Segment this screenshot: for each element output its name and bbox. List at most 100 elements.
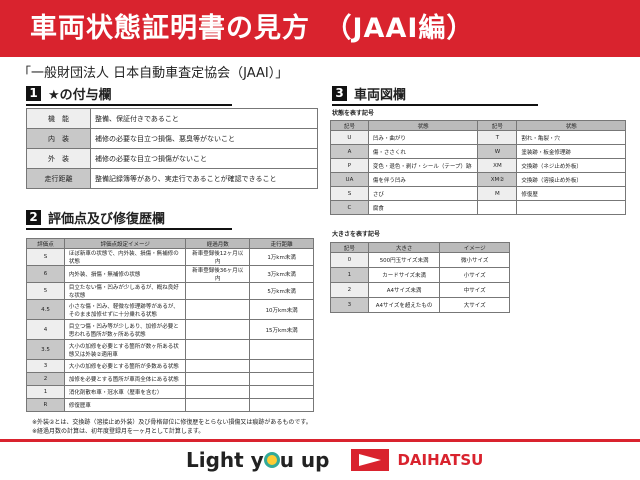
table-cell bbox=[185, 282, 251, 300]
table-cell: 中サイズ bbox=[439, 282, 510, 298]
column-header: 走行距離 bbox=[249, 238, 314, 249]
table-cell: カードサイズ未満 bbox=[367, 267, 441, 283]
table-cell: 微小サイズ bbox=[439, 252, 510, 268]
table-cell: A bbox=[330, 144, 369, 159]
section2-heading: 2 評価点及び修復歴欄 bbox=[26, 208, 232, 230]
table-cell: UA bbox=[330, 172, 369, 187]
state-table: 記号 状態 記号 状態 U 凹み・曲がり T 割れ・亀裂・穴 A 傷・ささくれ W 塗装跡・板金修理跡… bbox=[330, 120, 626, 215]
daihatsu-logo: DAIHATSU bbox=[351, 449, 483, 471]
footnotes: ※外装②とは、交換跡（溶接止め外装）及び骨格部位に修復歴をとらない損傷又は痕跡が… bbox=[32, 418, 312, 436]
table-cell: 補修の必要な目立つ損傷、悪臭等がないこと bbox=[90, 128, 318, 149]
table-row: 3 A4サイズを超えたもの 大サイズ bbox=[330, 297, 510, 313]
table-cell: 内 装 bbox=[26, 128, 91, 149]
table-cell: 整備、保証付きであること bbox=[90, 108, 318, 129]
grade-table: 評価点 評価点設定イメージ 経過月数 走行距離 S ほぼ新車の状態で、内外装、損傷・無補修… bbox=[26, 238, 314, 412]
table-cell: 新車登録後12ヶ月以内 bbox=[185, 248, 251, 266]
table-cell: 交換跡（ネジ止め外板） bbox=[516, 158, 626, 173]
section-title: 車両図欄 bbox=[354, 88, 407, 103]
table-row: 3 大小の加修を必要とする箇所が多数ある状態 bbox=[26, 359, 314, 373]
size-caption: 大きさを表す記号 bbox=[332, 231, 381, 238]
table-cell: 小サイズ bbox=[439, 267, 510, 283]
page-title: 車両状態証明書の見方 （JAAI編） bbox=[0, 0, 640, 57]
table-cell: 大小の加修を必要とする箇所が数ヶ所ある状態又は外装②適用車 bbox=[63, 339, 187, 360]
table-row: P 変色・退色・剥げ・シール（テープ）跡 XM 交換跡（ネジ止め外板） bbox=[330, 158, 626, 173]
size-table: 記号 大きさ イメージ 0 500円玉サイズ未満 微小サイズ 1 カードサイズ未満 小サイズ 2 A… bbox=[330, 242, 510, 313]
table-cell bbox=[249, 359, 314, 373]
footnote: ※外装②とは、交換跡（溶接止め外装）及び骨格部位に修復歴をとらない損傷又は痕跡が… bbox=[32, 419, 312, 426]
table-cell: 大小の加修を必要とする箇所が多数ある状態 bbox=[63, 359, 187, 373]
table-row: A 傷・ささくれ W 塗装跡・板金修理跡 bbox=[330, 144, 626, 159]
table-cell: P bbox=[330, 158, 369, 173]
table-cell: 交換跡（溶接止め外板） bbox=[516, 172, 626, 187]
section3-heading: 3 車両図欄 bbox=[332, 84, 538, 106]
table-cell bbox=[249, 398, 314, 412]
table-cell: 6 bbox=[26, 265, 65, 283]
table-cell: 補修の必要な目立つ損傷がないこと bbox=[90, 148, 318, 169]
table-row: S ほぼ新車の状態で、内外装、損傷・無補修の状態 新車登録後12ヶ月以内 1万km未満 bbox=[26, 248, 314, 266]
table-cell: XM bbox=[477, 158, 518, 173]
table-row: U 凹み・曲がり T 割れ・亀裂・穴 bbox=[330, 130, 626, 145]
table-cell: 1 bbox=[26, 385, 65, 399]
table-cell: 機 能 bbox=[26, 108, 91, 129]
table-cell: 傷を伴う凹み bbox=[367, 172, 479, 187]
section-number: 3 bbox=[332, 86, 347, 101]
table-row: R 修復歴車 bbox=[26, 398, 314, 412]
table-cell: S bbox=[330, 186, 369, 201]
table-row: 0 500円玉サイズ未満 微小サイズ bbox=[330, 252, 510, 268]
table-cell: 大サイズ bbox=[439, 297, 510, 313]
section-number: 1 bbox=[26, 86, 41, 101]
table-cell: 2 bbox=[26, 372, 65, 386]
table-row: UA 傷を伴う凹み XM② 交換跡（溶接止め外板） bbox=[330, 172, 626, 187]
table-row: 2 加修を必要とする箇所が車両全体にある状態 bbox=[26, 372, 314, 386]
column-header: イメージ bbox=[439, 242, 510, 253]
table-row: 5 目立たない傷・凹みが少しあるが、概ね良好な状態 5万km未満 bbox=[26, 282, 314, 300]
star-table: 機 能整備、保証付きであること内 装補修の必要な目立つ損傷、悪臭等がないこと外 … bbox=[26, 108, 318, 189]
section1-heading: 1 ★の付与欄 bbox=[26, 84, 232, 106]
column-header: 状態 bbox=[367, 120, 479, 131]
table-cell: 変色・退色・剥げ・シール（テープ）跡 bbox=[367, 158, 479, 173]
table-cell bbox=[185, 398, 251, 412]
table-cell bbox=[185, 319, 251, 340]
table-row: 3.5 大小の加修を必要とする箇所が数ヶ所ある状態又は外装②適用車 bbox=[26, 339, 314, 360]
table-row: C 腐食 bbox=[330, 200, 626, 215]
daihatsu-emblem-icon bbox=[351, 449, 390, 471]
table-row: 内 装補修の必要な目立つ損傷、悪臭等がないこと bbox=[26, 128, 318, 149]
table-cell: 1 bbox=[330, 267, 369, 283]
table-cell bbox=[185, 359, 251, 373]
table-cell bbox=[249, 339, 314, 360]
table-cell: 10万km未満 bbox=[249, 299, 314, 320]
table-cell: 5 bbox=[26, 282, 65, 300]
table-cell: 修復歴車 bbox=[63, 398, 187, 412]
table-cell: U bbox=[330, 130, 369, 145]
section-number: 2 bbox=[26, 210, 41, 225]
section-title: ★の付与欄 bbox=[48, 88, 112, 103]
table-cell: 4 bbox=[26, 319, 65, 340]
table-cell: 凹み・曲がり bbox=[367, 130, 479, 145]
column-header: 状態 bbox=[516, 120, 626, 131]
table-cell: 整備記録簿等があり、実走行であることが確認できること bbox=[90, 168, 318, 189]
table-cell: 500円玉サイズ未満 bbox=[367, 252, 441, 268]
table-cell: 3万km未満 bbox=[249, 265, 314, 283]
table-row: 4 目立つ傷・凹み等が少しあり、加修が必要と思われる箇所が数ヶ所ある状態 15万km… bbox=[26, 319, 314, 340]
table-cell: R bbox=[26, 398, 65, 412]
table-cell: A4サイズ未満 bbox=[367, 282, 441, 298]
table-cell: さび bbox=[367, 186, 479, 201]
table-cell bbox=[477, 200, 518, 215]
state-caption: 状態を表す記号 bbox=[332, 110, 375, 117]
table-cell bbox=[185, 372, 251, 386]
table-row: 2 A4サイズ未満 中サイズ bbox=[330, 282, 510, 298]
table-row: 4.5 小さな傷・凹み、軽微な修理跡等があるが、そのまま加修せずに十分乗れる状態 1… bbox=[26, 299, 314, 320]
table-cell: ほぼ新車の状態で、内外装、損傷・無補修の状態 bbox=[63, 248, 187, 266]
table-cell bbox=[185, 299, 251, 320]
table-cell: 消化剤散布車・冠水車（歴車を含む） bbox=[63, 385, 187, 399]
table-cell: 3.5 bbox=[26, 339, 65, 360]
table-row: 6 内外装、損傷・無補修の状態 新車登録後36ヶ月以内 3万km未満 bbox=[26, 265, 314, 283]
table-cell: 腐食 bbox=[367, 200, 479, 215]
table-cell: 傷・ささくれ bbox=[367, 144, 479, 159]
table-row: 1 消化剤散布車・冠水車（歴車を含む） bbox=[26, 385, 314, 399]
table-cell bbox=[185, 339, 251, 360]
table-cell: XM② bbox=[477, 172, 518, 187]
table-cell bbox=[185, 385, 251, 399]
